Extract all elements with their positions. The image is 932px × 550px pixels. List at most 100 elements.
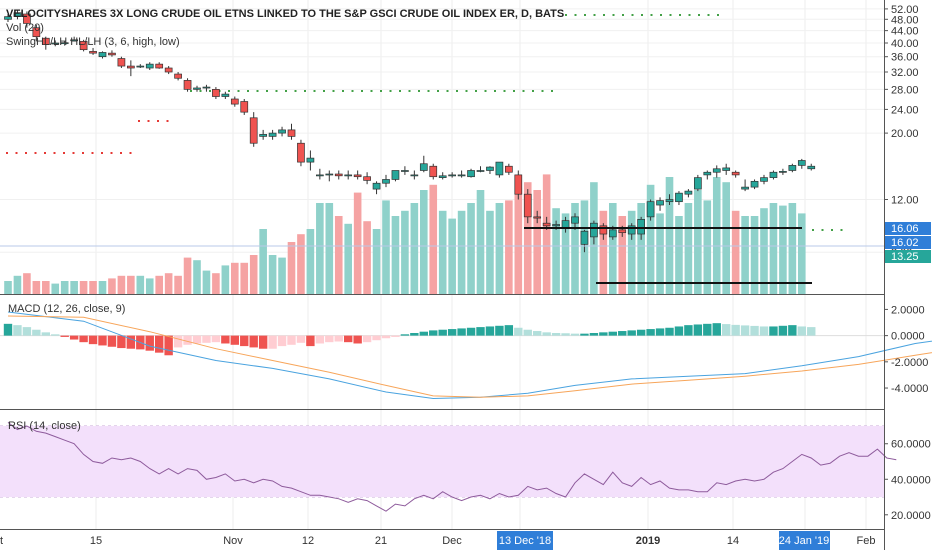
candle-6 <box>60 41 69 46</box>
time-highlight-right: 24 Jan '19 <box>779 531 830 550</box>
time-axis[interactable]: 15 Nov 12 21 Dec 2019 14 Feb t 13 Dec '18 24 Jan '… <box>0 531 875 550</box>
candle-72 <box>684 189 693 198</box>
macd-hist-bar-82 <box>778 325 788 336</box>
swing-red-1 <box>6 152 132 154</box>
candle-body <box>722 167 731 171</box>
macd-hist-bar-40 <box>381 335 391 339</box>
candle-24 <box>230 96 239 107</box>
macd-hist-bar-75 <box>712 323 721 336</box>
volume-bar-69 <box>656 213 664 294</box>
macd-hist-bar-51 <box>485 326 495 336</box>
candle-45 <box>429 163 438 180</box>
volume-bar-36 <box>344 223 352 294</box>
volume-bar-40 <box>382 200 390 294</box>
rsi-axis[interactable]: 60.0000 40.0000 20.0000 <box>884 439 931 522</box>
candle-3 <box>32 24 41 42</box>
candle-body <box>533 216 542 219</box>
macd-hist-bar-6 <box>60 335 69 337</box>
macd-hist-bar-79 <box>750 325 759 336</box>
candle-body <box>523 193 532 218</box>
swing-green-2-dot <box>565 14 567 16</box>
volume-bar-64 <box>609 203 617 294</box>
volume-bar-50 <box>476 190 485 294</box>
volume-bar-49 <box>467 203 475 294</box>
swing-green-1-dot <box>370 90 373 92</box>
macd-hist-bar-50 <box>476 327 485 336</box>
swing-legend[interactable]: SwingHL/LH HL/LH (3, 6, high, low) <box>6 36 180 48</box>
macd-hist-bar-7 <box>69 335 79 340</box>
candle-84 <box>797 158 806 169</box>
candle-31 <box>297 139 305 167</box>
volume-bar-43 <box>410 203 419 294</box>
candle-51 <box>486 166 494 175</box>
swing-red-2 <box>138 120 169 122</box>
candle-body <box>4 16 12 20</box>
volume-bar-74 <box>703 200 712 294</box>
candle-62 <box>590 220 598 245</box>
candle-44 <box>419 155 428 173</box>
volume-bar-24 <box>231 262 239 294</box>
volume-bar-78 <box>741 216 749 294</box>
swing-green-1-dot <box>256 90 259 92</box>
macd-axis[interactable]: 2.0000 0.0000 -2.0000 -4.0000 <box>884 304 928 395</box>
swing-green-2-dot <box>574 14 577 16</box>
candle-body <box>608 229 617 238</box>
swing-green-2-dot <box>593 14 596 16</box>
macd-tick-0: 2.0000 <box>891 304 925 316</box>
price-tick-1: 48.00 <box>891 14 919 26</box>
swing-red-1-dot <box>129 152 132 154</box>
candle-body <box>183 80 192 90</box>
swing-green-1-dot <box>285 90 287 92</box>
swing-green-2-dot <box>688 14 691 16</box>
swing-red-2-dot <box>138 120 140 122</box>
volume-bar-46 <box>438 210 447 294</box>
candle-55 <box>523 189 532 224</box>
candle-0 <box>4 14 12 23</box>
swing-green-1-dot <box>190 90 192 92</box>
swing-green-2-dot <box>584 14 586 16</box>
candle-54 <box>514 170 523 200</box>
volume-legend[interactable]: Vol (20) <box>6 22 44 34</box>
swing-green-1-dot <box>323 90 325 92</box>
candle-body <box>646 201 655 218</box>
volume-bar-75 <box>712 177 721 294</box>
candle-76 <box>722 163 731 175</box>
swing-green-1-dot <box>446 90 449 92</box>
macd-hist-bar-66 <box>627 330 636 336</box>
swing-green-2-dot <box>660 14 662 16</box>
candle-body <box>353 174 362 178</box>
macd-hist-bar-26 <box>249 335 258 348</box>
swing-green-1-dot <box>465 90 468 92</box>
volume-bar-3 <box>32 281 41 294</box>
candle-body <box>155 63 164 69</box>
candle-body <box>467 170 475 178</box>
candle-body <box>249 117 258 144</box>
volume-bar-53 <box>505 200 513 294</box>
candle-27 <box>259 129 267 140</box>
volume-bar-13 <box>127 275 135 294</box>
swing-green-1 <box>190 90 553 92</box>
candle-16 <box>155 62 164 69</box>
macd-hist-bar-15 <box>145 335 154 351</box>
volume-bar-23 <box>221 265 230 294</box>
macd-hist-bar-35 <box>334 335 343 342</box>
swing-green-3-dot <box>831 229 833 231</box>
candle-body <box>580 230 589 245</box>
volume-bar-19 <box>183 257 192 294</box>
volume-bar-84 <box>798 213 806 294</box>
swing-green-3-dot <box>821 229 824 231</box>
volume-bar-21 <box>202 270 211 294</box>
macd-legend[interactable]: MACD (12, 26, close, 9) <box>8 303 125 315</box>
volume-bar-59 <box>561 213 570 294</box>
rsi-legend[interactable]: RSI (14, close) <box>8 420 81 432</box>
swing-green-3-dot <box>812 229 814 231</box>
candle-22 <box>212 87 220 100</box>
candle-body <box>788 165 797 171</box>
swing-red-1-dot <box>120 152 122 154</box>
price-badge-bg <box>885 236 931 249</box>
time-tick-2: 12 <box>302 535 314 547</box>
volume-bar-73 <box>694 190 702 294</box>
volume-bar-25 <box>240 262 249 294</box>
